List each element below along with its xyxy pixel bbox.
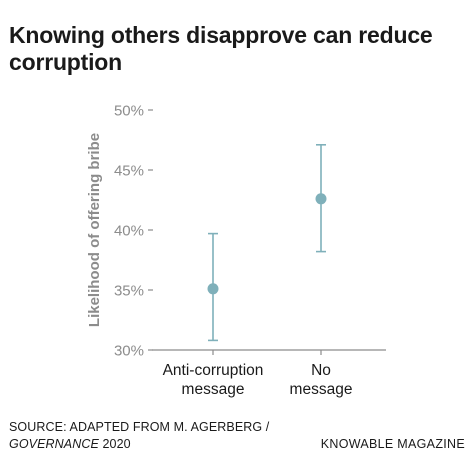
x-tick-label-2-line-2: message	[290, 381, 353, 398]
data-point-1	[207, 283, 219, 295]
x-tick-label-1: Anti-corruption message	[163, 362, 264, 398]
chart-title: Knowing others disapprove can reduce cor…	[9, 22, 433, 75]
source-note: SOURCE: ADAPTED FROM M. AGERBERG / GOVER…	[9, 419, 269, 453]
y-tick-label-40: 40%	[114, 223, 144, 240]
x-axis: Anti-corruption message No message	[163, 350, 353, 398]
x-tick-label-1-line-1: Anti-corruption	[163, 362, 264, 379]
x-tick-label-1-line-2: message	[182, 381, 245, 398]
x-tick-label-2: No message	[290, 362, 353, 398]
x-tick-label-2-line-1: No	[311, 362, 331, 379]
y-tick-label-45: 45%	[114, 163, 144, 180]
data-point-2	[315, 193, 327, 205]
y-tick-label-30: 30%	[114, 343, 144, 360]
chart-plot: Likelihood of offering bribe 30% 35% 40% 45…	[86, 103, 386, 398]
data-points	[207, 144, 327, 342]
brand-credit: KNOWABLE MAGAZINE	[320, 437, 465, 451]
source-year: 2020	[98, 437, 131, 451]
y-axis-label: Likelihood of offering bribe	[86, 133, 103, 327]
y-tick-label-50: 50%	[114, 103, 144, 120]
y-axis: 30% 35% 40% 45% 50%	[114, 103, 153, 360]
source-line-2: GOVERNANCE 2020	[9, 436, 269, 453]
y-tick-label-35: 35%	[114, 283, 144, 300]
source-journal: GOVERNANCE	[9, 437, 99, 451]
source-line-1: SOURCE: ADAPTED FROM M. AGERBERG /	[9, 420, 270, 434]
